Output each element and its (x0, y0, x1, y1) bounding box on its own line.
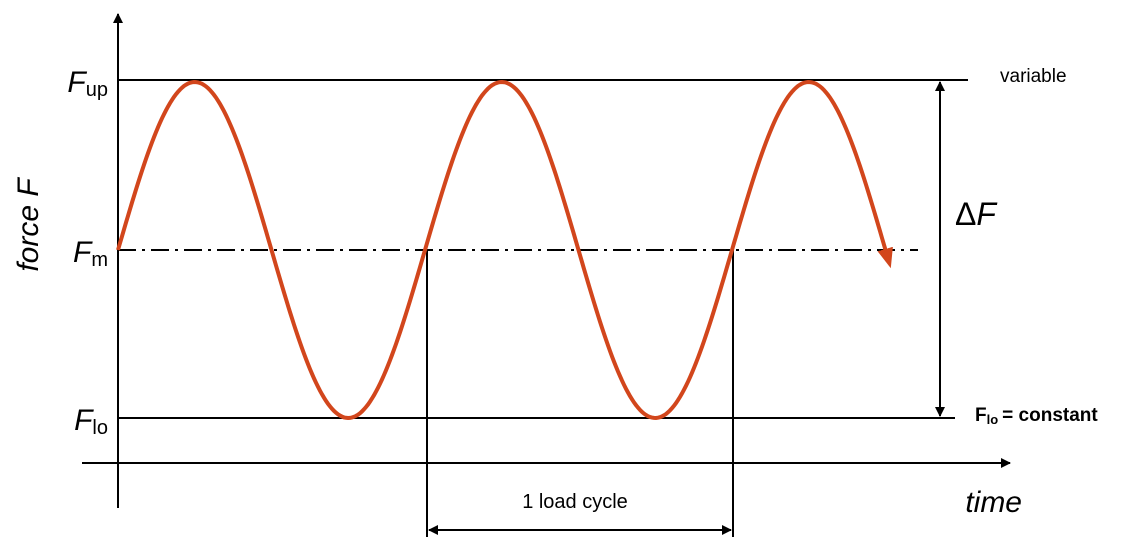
load-curve (116, 79, 893, 421)
symbol: F (74, 404, 94, 437)
subscript: lo (92, 417, 108, 439)
symbol: F (67, 66, 87, 99)
lower-note: Flo = constant (975, 405, 1098, 427)
subscript: up (86, 79, 108, 101)
note: = constant (1002, 405, 1098, 426)
symbol: F (975, 405, 987, 426)
letter: F (976, 196, 998, 232)
upper-note: variable (1000, 66, 1067, 87)
lower-label: Flo (74, 404, 108, 439)
symbol: F (73, 236, 93, 269)
x-axis-label: time (965, 486, 1022, 519)
y-axis-label: force F (12, 177, 45, 272)
range-label: ΔF (955, 196, 998, 232)
subscript: m (91, 249, 108, 271)
delta: Δ (955, 196, 976, 232)
upper-label: Fup (67, 66, 108, 101)
mean-label: Fm (73, 236, 108, 271)
cycle-label: 1 load cycle (522, 491, 628, 513)
subscript: lo (987, 412, 999, 427)
